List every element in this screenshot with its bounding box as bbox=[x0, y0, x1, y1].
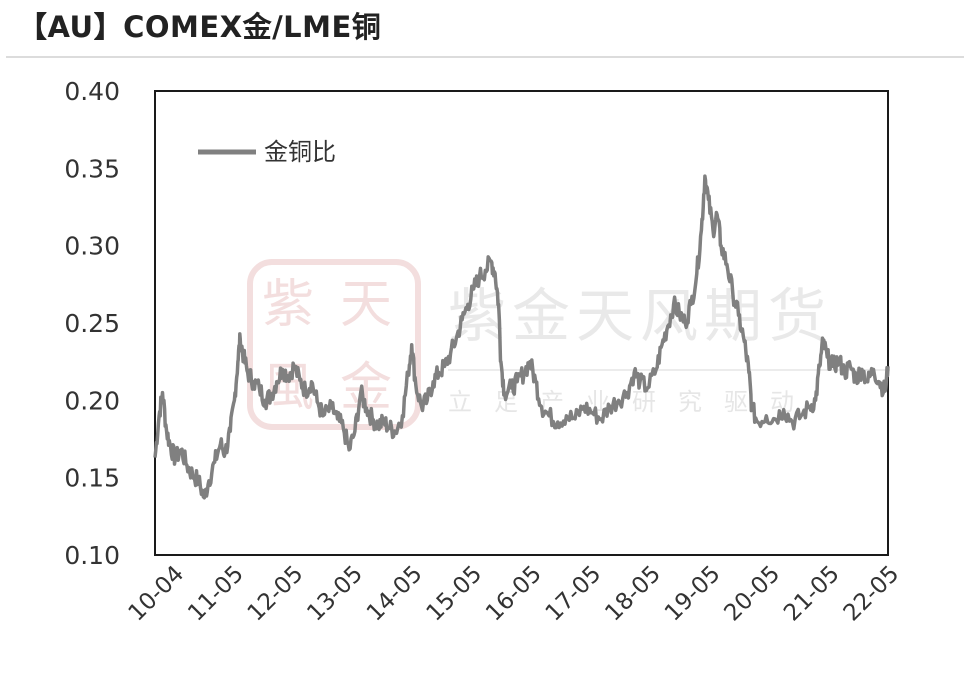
y-tick-label: 0.15 bbox=[64, 464, 120, 493]
y-tick-label: 0.20 bbox=[64, 386, 120, 415]
series-layer bbox=[153, 174, 890, 500]
chart-title: 【AU】COMEX金/LME铜 bbox=[18, 10, 382, 44]
y-tick-label: 0.10 bbox=[64, 541, 120, 570]
x-tick-label: 21-05 bbox=[779, 561, 845, 627]
x-tick-label: 15-05 bbox=[422, 561, 488, 627]
x-tick-label: 12-05 bbox=[243, 561, 309, 627]
y-tick-label: 0.25 bbox=[64, 309, 120, 338]
x-tick-label: 22-05 bbox=[839, 561, 905, 627]
x-tick-label: 10-04 bbox=[124, 561, 190, 627]
legend-label: 金铜比 bbox=[264, 138, 336, 166]
watermark: 紫 天 風 金 紫金天风期货 立足产业研究驱动 bbox=[247, 259, 890, 430]
watermark-company-name: 紫金天风期货 bbox=[448, 282, 832, 350]
x-tick-label: 18-05 bbox=[600, 561, 666, 627]
x-tick-label: 13-05 bbox=[302, 561, 368, 627]
x-axis: 10-0411-0512-0513-0514-0515-0516-0517-05… bbox=[124, 561, 905, 627]
y-tick-label: 0.35 bbox=[64, 154, 120, 183]
y-tick-label: 0.40 bbox=[64, 77, 120, 106]
watermark-seal-char-1: 紫 bbox=[262, 275, 314, 335]
y-axis: 0.40 0.35 0.30 0.25 0.20 0.15 0.10 bbox=[64, 77, 120, 570]
y-tick-label: 0.30 bbox=[64, 232, 120, 261]
x-tick-label: 17-05 bbox=[541, 561, 607, 627]
series-line-gold-copper-ratio bbox=[153, 174, 890, 500]
watermark-seal-frame bbox=[247, 259, 421, 430]
plot-area-frame bbox=[154, 90, 889, 556]
x-tick-label: 11-05 bbox=[183, 561, 249, 627]
legend: 金铜比 bbox=[198, 138, 336, 166]
watermark-seal-char-2: 天 bbox=[340, 275, 392, 335]
x-tick-label: 19-05 bbox=[660, 561, 726, 627]
x-tick-label: 14-05 bbox=[362, 561, 428, 627]
title-divider bbox=[6, 56, 964, 58]
x-tick-label: 16-05 bbox=[481, 561, 547, 627]
x-tick-label: 20-05 bbox=[720, 561, 786, 627]
